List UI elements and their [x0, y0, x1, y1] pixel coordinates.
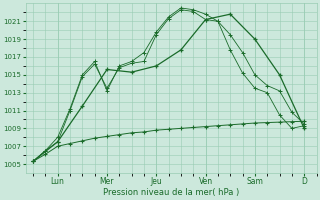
X-axis label: Pression niveau de la mer( hPa ): Pression niveau de la mer( hPa ) — [103, 188, 239, 197]
